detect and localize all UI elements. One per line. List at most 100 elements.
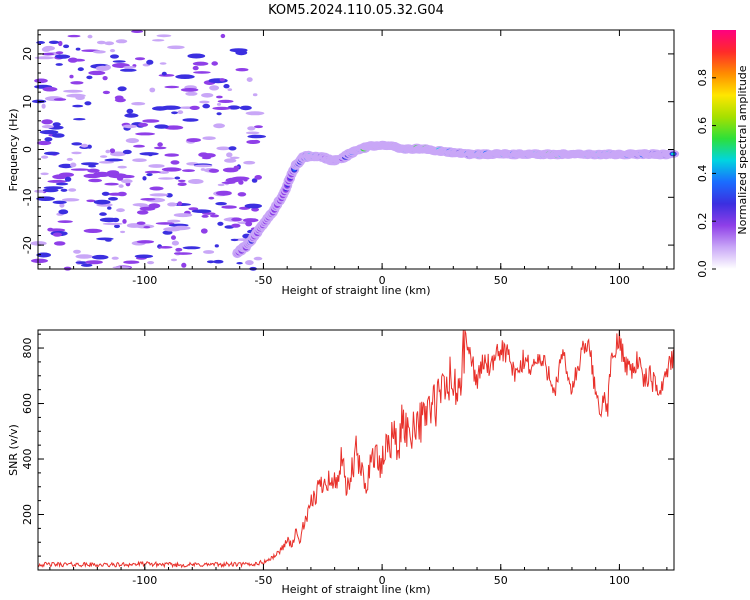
noise-cell: [85, 260, 103, 265]
noise-cell: [149, 87, 156, 93]
noise-cell: [83, 228, 103, 233]
noise-cell: [147, 261, 155, 265]
noise-cell: [217, 99, 234, 103]
noise-cell: [39, 130, 59, 135]
noise-cell: [55, 63, 63, 66]
noise-cell: [88, 178, 102, 183]
colorbar-tick-label: 0.2: [696, 212, 709, 230]
noise-cell: [252, 93, 258, 97]
noise-cell: [72, 58, 86, 62]
noise-cell: [75, 95, 85, 100]
noise-cell: [215, 202, 227, 206]
noise-cell: [104, 41, 115, 46]
snr-y-tick-label: 200: [21, 504, 34, 525]
colorbar-label: Normalized spectral amplitude: [736, 65, 749, 234]
spectrogram-y-tick-label: 20: [21, 47, 34, 61]
noise-cell: [88, 70, 106, 76]
noise-cell: [193, 164, 213, 168]
noise-cell: [192, 61, 209, 66]
noise-cell: [34, 56, 55, 60]
noise-cell: [131, 30, 144, 33]
noise-cell: [216, 146, 231, 151]
noise-cell: [143, 226, 151, 229]
noise-cell: [67, 34, 81, 38]
noise-cell: [116, 208, 125, 213]
noise-cell: [209, 214, 220, 218]
noise-cell: [118, 184, 124, 188]
noise-cell: [158, 177, 175, 180]
noise-cell: [47, 179, 68, 183]
noise-cell: [154, 124, 169, 129]
noise-cell: [134, 57, 146, 61]
noise-cell: [152, 106, 169, 111]
noise-cell: [122, 124, 138, 129]
noise-cell: [224, 158, 237, 163]
spectrogram-y-axis-label: Frequency (Hz): [7, 109, 20, 192]
noise-cell: [120, 230, 126, 234]
noise-cell: [216, 103, 222, 106]
noise-cell: [120, 68, 137, 72]
snr-series-line: [37, 329, 674, 569]
noise-cell: [99, 212, 107, 216]
noise-cell: [182, 169, 195, 173]
noise-cell: [63, 89, 83, 93]
noise-cell: [146, 173, 153, 177]
noise-cell: [77, 67, 84, 72]
noise-cell: [36, 252, 51, 258]
noise-cell: [243, 160, 256, 165]
noise-cell: [60, 188, 68, 192]
noise-cell: [136, 240, 155, 244]
noise-cell: [171, 235, 176, 240]
figure-title: KOM5.2024.110.05.32.G04: [268, 3, 444, 18]
noise-cell: [73, 249, 81, 254]
noise-cell: [222, 167, 239, 173]
spectrogram-y-tick-label: 10: [21, 95, 34, 109]
noise-cell: [182, 118, 199, 122]
noise-cell: [223, 84, 230, 89]
noise-cell: [58, 40, 63, 47]
noise-cell: [101, 191, 110, 196]
noise-cell: [87, 168, 100, 173]
noise-cell: [112, 60, 126, 63]
spectrogram-x-tick-label: 50: [494, 274, 508, 287]
noise-cell: [253, 256, 263, 261]
noise-cell: [173, 213, 193, 218]
noise-cell: [41, 52, 55, 56]
noise-cell: [191, 209, 212, 213]
noise-cell: [245, 260, 254, 266]
noise-cell: [70, 168, 90, 171]
noise-cell: [71, 142, 83, 146]
noise-cell: [125, 138, 139, 144]
noise-cell: [124, 113, 139, 118]
noise-cell: [220, 33, 226, 39]
noise-cell: [211, 61, 218, 66]
colorbar: 0.0 0.2 0.4 0.6 0.8 Normalized spectral ampl…: [696, 30, 749, 278]
spectrogram-x-tick-label: -100: [132, 274, 157, 287]
noise-cell: [111, 256, 119, 260]
noise-cell: [64, 176, 72, 182]
noise-cell: [251, 207, 259, 212]
noise-cell: [170, 258, 178, 262]
noise-cell: [175, 247, 183, 252]
noise-cell: [44, 137, 53, 142]
noise-cell: [59, 203, 65, 208]
noise-cell: [86, 199, 96, 203]
noise-cell: [239, 105, 252, 111]
noise-cell: [122, 149, 132, 155]
noise-cell: [246, 77, 253, 82]
spectrogram-cells: [30, 30, 680, 271]
noise-cell: [171, 111, 178, 115]
noise-cell: [44, 151, 60, 156]
snr-y-tick-label: 600: [21, 393, 34, 414]
noise-cell: [171, 240, 179, 246]
noise-cell: [75, 254, 93, 259]
noise-cell: [53, 241, 66, 246]
noise-cell: [135, 132, 156, 136]
noise-cell: [227, 88, 233, 91]
colorbar-tick-label: 0.8: [696, 69, 709, 87]
noise-cell: [171, 225, 191, 231]
noise-cell: [187, 53, 206, 59]
colorbar-tick-label: 0.0: [696, 260, 709, 278]
